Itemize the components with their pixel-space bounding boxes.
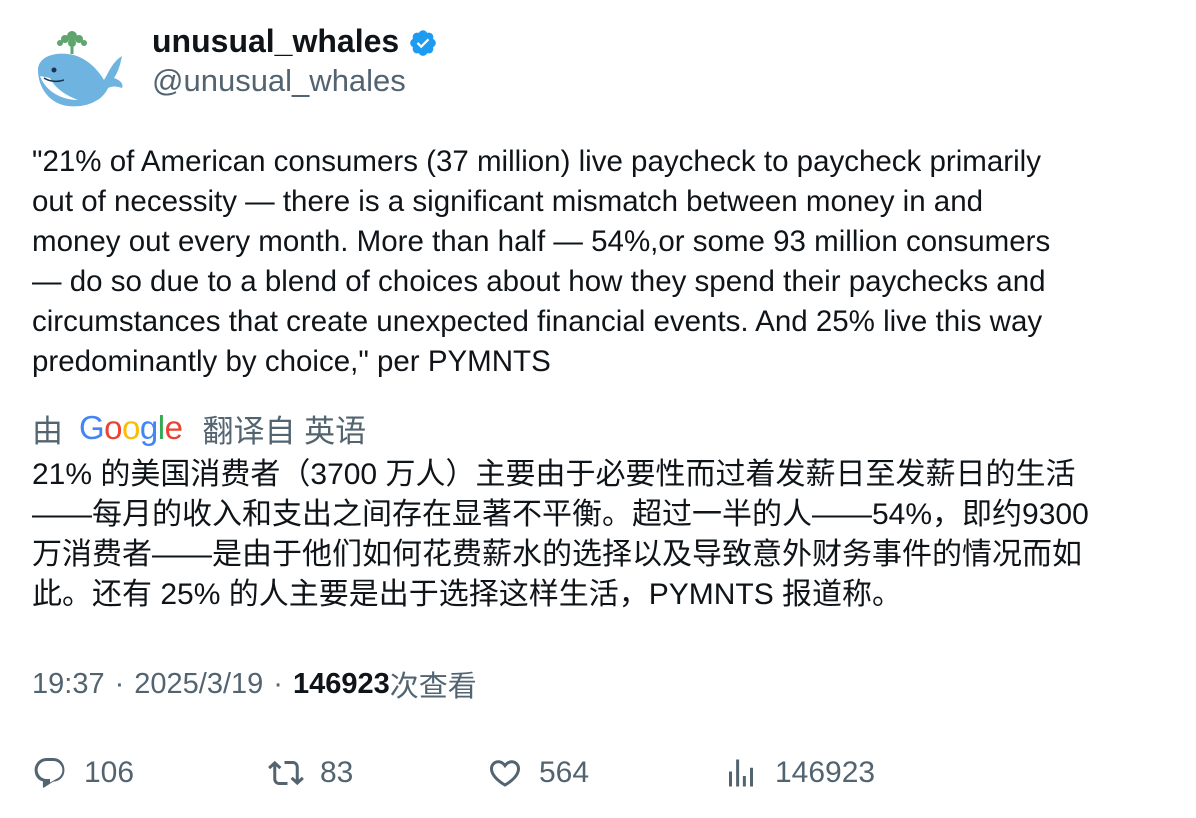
whale-icon xyxy=(38,31,123,107)
tweet-meta: 19:37 · 2025/3/19 · 146923 次查看 xyxy=(32,664,477,704)
reply-icon xyxy=(34,758,65,788)
tweet-text: "21% of American consumers (37 million) … xyxy=(32,145,1051,378)
reply-button[interactable]: 106 xyxy=(32,750,134,796)
translation-by-label: 由 xyxy=(32,413,63,449)
translated-text: 21% 的美国消费者（3700 万人）主要由于必要性而过着发薪日至发薪日的生活 … xyxy=(32,458,1089,611)
views-button[interactable]: 146923 xyxy=(723,750,875,796)
heart-icon xyxy=(489,760,521,787)
retweet-icon xyxy=(268,760,304,786)
verified-badge-icon xyxy=(410,30,436,56)
tweet-date[interactable]: 2025/3/19 xyxy=(134,667,264,700)
meta-separator: · xyxy=(273,667,283,700)
analytics-icon xyxy=(729,759,753,787)
display-name[interactable]: unusual_whales xyxy=(152,23,400,59)
like-count: 564 xyxy=(539,756,590,789)
retweet-button[interactable]: 83 xyxy=(268,750,353,796)
reply-count: 106 xyxy=(84,756,135,789)
views-action-count: 146923 xyxy=(775,756,876,789)
translated-from-label[interactable]: 翻译自 英语 xyxy=(202,413,367,449)
views-label: 次查看 xyxy=(389,671,477,703)
handle[interactable]: @unusual_whales xyxy=(152,63,406,98)
translation-attribution: 由 Google 翻译自 英语 xyxy=(32,408,367,449)
retweet-count: 83 xyxy=(320,756,354,789)
meta-separator: · xyxy=(114,667,125,700)
views-count: 146923 xyxy=(292,667,390,700)
tweet-time[interactable]: 19:37 xyxy=(32,667,105,700)
action-bar: 106 83 564 146923 xyxy=(32,750,1172,796)
avatar[interactable] xyxy=(32,26,124,110)
google-logo: Google xyxy=(79,409,183,446)
like-button[interactable]: 564 xyxy=(487,750,589,796)
